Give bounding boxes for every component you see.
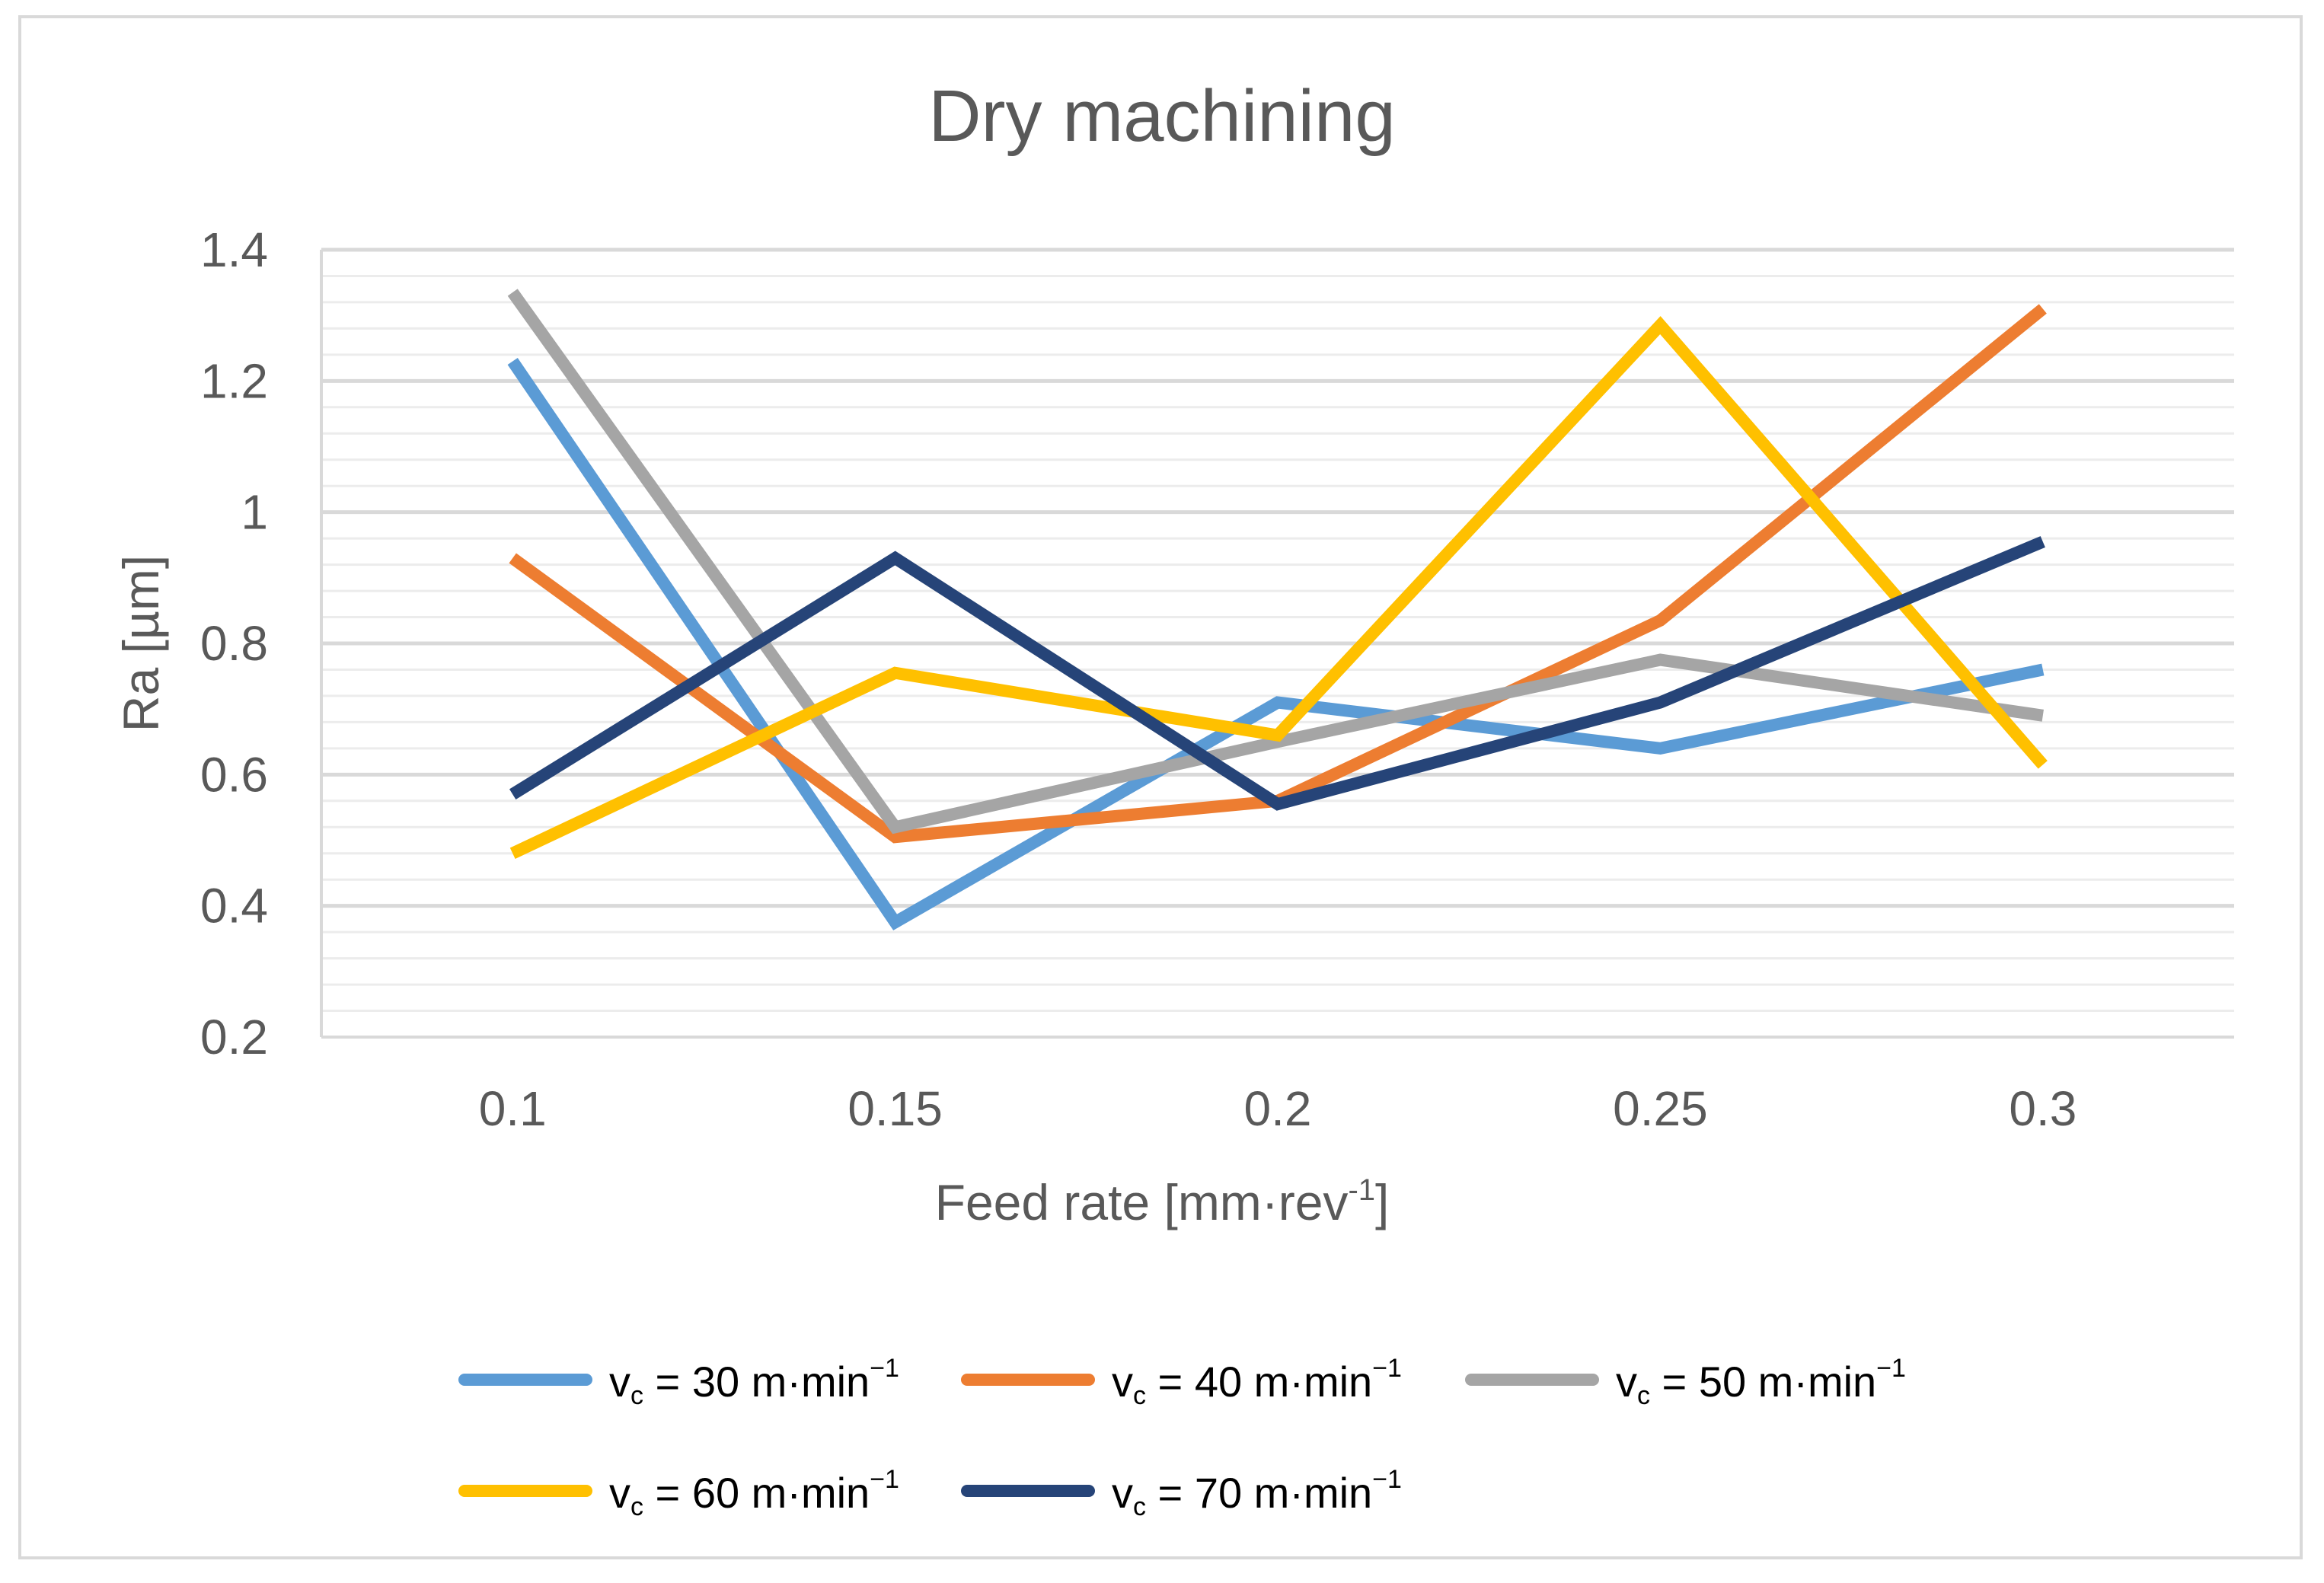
y-tick-label: 0.6 xyxy=(200,747,268,802)
legend-label: vc = 30 m·min−1 xyxy=(609,1354,899,1410)
x-axis-label-main: Feed rate [mm·rev xyxy=(935,1174,1349,1230)
x-axis-label: Feed rate [mm·rev-1] xyxy=(935,1173,1390,1230)
series-line-3 xyxy=(507,289,2044,835)
axes xyxy=(320,250,2234,1039)
chart-frame xyxy=(18,15,2303,1559)
legend-item-1: vc = 30 m·min−1 xyxy=(458,1354,899,1410)
y-tick-label: 1 xyxy=(241,485,268,540)
x-tick-label: 0.2 xyxy=(1244,1081,1312,1136)
legend-label: vc = 60 m·min−1 xyxy=(609,1465,899,1521)
y-tick-label: 0.4 xyxy=(200,879,268,934)
x-axis-label-end: ] xyxy=(1375,1174,1389,1230)
x-axis-label-sup: -1 xyxy=(1348,1173,1375,1207)
legend-item-3: vc = 50 m·min−1 xyxy=(1465,1354,1906,1410)
x-tick-label: 0.3 xyxy=(2009,1081,2077,1136)
legend-label: vc = 50 m·min−1 xyxy=(1616,1354,1906,1410)
x-tick-label: 0.25 xyxy=(1613,1081,1708,1136)
series-lines xyxy=(507,289,2048,930)
x-tick-label: 0.1 xyxy=(479,1081,547,1136)
series-line-2 xyxy=(509,304,2047,844)
grid xyxy=(321,247,2234,1013)
legend-label: vc = 40 m·min−1 xyxy=(1112,1354,1402,1410)
chart-title: Dry machining xyxy=(928,75,1396,157)
y-tick-label: 1.2 xyxy=(200,353,268,408)
legend-label: vc = 70 m·min−1 xyxy=(1112,1465,1402,1521)
legend-item-5: vc = 70 m·min−1 xyxy=(961,1465,1402,1521)
x-tick-label: 0.15 xyxy=(848,1081,943,1136)
legend-item-2: vc = 40 m·min−1 xyxy=(961,1354,1402,1410)
y-tick-label: 1.4 xyxy=(200,222,268,277)
legend-item-4: vc = 60 m·min−1 xyxy=(458,1465,899,1521)
legend: vc = 30 m·min−1 vc = 40 m·min−1 vc = 50 m·… xyxy=(458,1354,1906,1521)
series-line-4 xyxy=(509,316,2048,859)
x-tick-labels: 0.1 0.15 0.2 0.25 0.3 xyxy=(479,1081,2077,1136)
y-axis-label: Ra [µm] xyxy=(113,555,169,732)
series-line-5 xyxy=(509,536,2045,811)
y-tick-labels: 0.2 0.4 0.6 0.8 1 1.2 1.4 xyxy=(200,222,268,1064)
y-tick-label: 0.8 xyxy=(200,616,268,671)
y-tick-label: 0.2 xyxy=(200,1010,268,1064)
